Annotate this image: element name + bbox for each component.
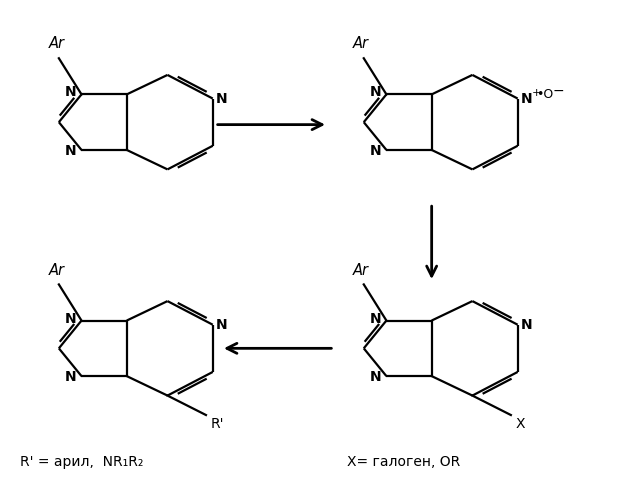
Text: Ar: Ar (354, 262, 369, 278)
Text: N: N (521, 318, 533, 332)
Text: Ar: Ar (48, 262, 64, 278)
Text: N: N (65, 86, 76, 100)
Text: N: N (369, 144, 382, 158)
Text: +: + (531, 88, 541, 98)
Text: N: N (65, 370, 76, 384)
Text: X: X (515, 418, 525, 432)
Text: N: N (369, 86, 382, 100)
Text: N: N (369, 312, 382, 326)
Text: N: N (521, 92, 533, 106)
Text: R' = арил,  NR₁R₂: R' = арил, NR₁R₂ (20, 455, 143, 469)
Text: N: N (65, 144, 76, 158)
Text: N: N (216, 92, 227, 106)
Text: N: N (65, 312, 76, 326)
Text: X= галоген, OR: X= галоген, OR (347, 455, 460, 469)
Text: Ar: Ar (354, 36, 369, 52)
Text: N: N (369, 370, 382, 384)
Text: Ar: Ar (48, 36, 64, 52)
Text: R': R' (210, 418, 224, 432)
Text: •O: •O (536, 88, 554, 101)
Text: N: N (216, 318, 227, 332)
Text: −: − (552, 84, 564, 98)
